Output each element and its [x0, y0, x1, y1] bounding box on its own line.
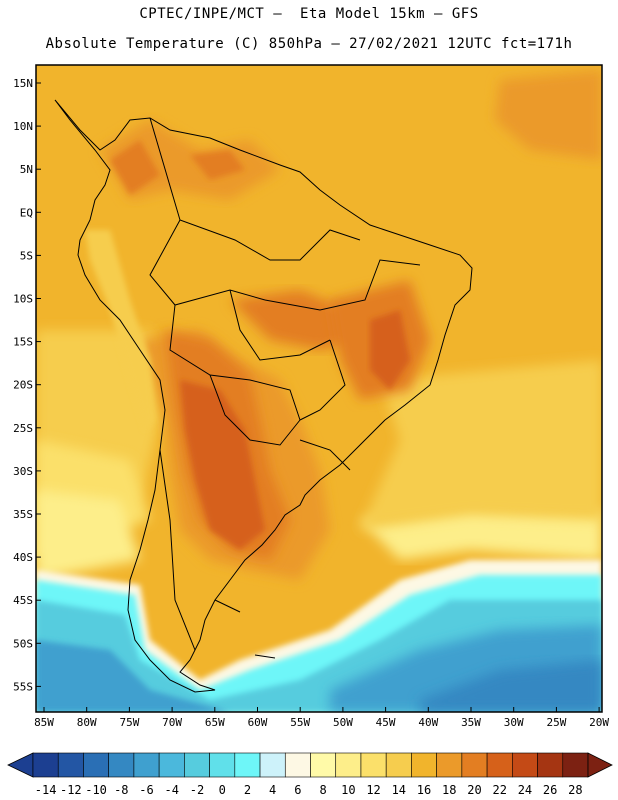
- lat-tick-label: 10N: [13, 120, 33, 133]
- colorbar-tick-label: 0: [219, 783, 226, 797]
- colorbar-tick-label: 28: [568, 783, 582, 797]
- colorbar-tick-label: 2: [244, 783, 251, 797]
- colorbar-swatch: [209, 752, 236, 778]
- lon-tick-label: 75W: [119, 716, 139, 729]
- map-frame: [35, 64, 603, 713]
- lat-tick-label: EQ: [20, 206, 33, 219]
- lon-tick-label: 20W: [589, 716, 609, 729]
- lon-tick-label: 25W: [546, 716, 566, 729]
- colorbar-tick-label: 16: [417, 783, 431, 797]
- colorbar-tick-label: -12: [60, 783, 82, 797]
- colorbar-swatch: [360, 752, 387, 778]
- colorbar-swatch: [411, 752, 437, 778]
- lat-tick-label: 5S: [20, 249, 33, 262]
- lat-tick-label: 25S: [13, 422, 33, 435]
- colorbar-right-arrow: [587, 752, 613, 778]
- lat-tick-label: 50S: [13, 637, 33, 650]
- colorbar-tick-label: 22: [492, 783, 506, 797]
- colorbar-swatch: [436, 752, 463, 778]
- lat-tick-label: 10S: [13, 293, 33, 306]
- colorbar-swatch: [284, 752, 311, 778]
- lat-tick-label: 15N: [13, 77, 33, 90]
- lon-tick-label: 60W: [248, 716, 268, 729]
- colorbar-swatch: [512, 752, 538, 778]
- coastlines: [54, 99, 473, 693]
- colorbar-swatch: [32, 752, 59, 778]
- colorbar-tick-label: -2: [190, 783, 204, 797]
- longitude-labels: 85W 80W 75W 70W 65W 60W 55W 50W 45W 40W 35W 30W 25W 2…: [34, 707, 609, 729]
- colorbar-swatch: [461, 752, 488, 778]
- lat-tick-label: 15S: [13, 336, 33, 349]
- lon-tick-label: 70W: [162, 716, 182, 729]
- colorbar-swatch: [184, 752, 210, 778]
- lat-tick-label: 45S: [13, 594, 33, 607]
- colorbar-swatch: [158, 752, 185, 778]
- lat-tick-label: 30S: [13, 465, 33, 478]
- temperature-map: 15N 10N 5N EQ 5S 10S 15S 20S 25S 30S 35S 40S 45S 50S 5…: [13, 64, 609, 729]
- lon-tick-label: 40W: [418, 716, 438, 729]
- colorbar-tick-label: -10: [85, 783, 107, 797]
- colorbar-tick-label: -4: [165, 783, 179, 797]
- lat-tick-label: 5N: [20, 163, 33, 176]
- lat-tick-label: 55S: [13, 680, 33, 693]
- colorbar-tick-label: 18: [442, 783, 456, 797]
- lat-tick-label: 20S: [13, 379, 33, 392]
- colorbar-swatch: [486, 752, 513, 778]
- map-title: CPTEC/INPE/MCT – Eta Model 15km – GFS: [139, 6, 479, 22]
- temperature-field: [36, 65, 602, 712]
- colorbar-tick-label: 12: [366, 783, 380, 797]
- colorbar-tick-label: -8: [114, 783, 128, 797]
- colorbar-swatch: [234, 752, 261, 778]
- colorbar-tick-label: -14: [35, 783, 57, 797]
- lat-tick-label: 40S: [13, 551, 33, 564]
- colorbar-swatch: [259, 752, 286, 778]
- latitude-labels: 15N 10N 5N EQ 5S 10S 15S 20S 25S 30S 35S 40S 45S 50S 5…: [13, 77, 41, 693]
- colorbar-swatch: [537, 752, 564, 778]
- lon-tick-label: 85W: [34, 716, 54, 729]
- colorbar-left-arrow: [7, 752, 34, 778]
- lon-tick-label: 30W: [504, 716, 524, 729]
- colorbar-swatch: [385, 752, 412, 778]
- colorbar-swatch: [310, 752, 337, 778]
- colorbar-tick-label: 4: [269, 783, 276, 797]
- map-subtitle: Absolute Temperature (C) 850hPa – 27/02/…: [45, 36, 573, 52]
- colorbar-tick-label: -6: [139, 783, 153, 797]
- colorbar: -14 -12 -10 -8 -6 -4 -2 0 2 4 6 8 10 12 14 16 18 20 22 24 26…: [7, 752, 613, 797]
- colorbar-tick-label: 14: [392, 783, 406, 797]
- colorbar-swatch: [562, 752, 589, 778]
- colorbar-swatch: [57, 752, 84, 778]
- lon-tick-label: 35W: [461, 716, 481, 729]
- lon-tick-label: 65W: [205, 716, 225, 729]
- colorbar-tick-label: 6: [294, 783, 301, 797]
- lon-tick-label: 55W: [290, 716, 310, 729]
- colorbar-swatch: [108, 752, 135, 778]
- colorbar-swatch: [133, 752, 160, 778]
- colorbar-swatch: [83, 752, 109, 778]
- colorbar-tick-label: 10: [341, 783, 355, 797]
- colorbar-tick-label: 8: [319, 783, 326, 797]
- lat-tick-label: 35S: [13, 508, 33, 521]
- lon-tick-label: 50W: [333, 716, 353, 729]
- colorbar-tick-label: 26: [543, 783, 557, 797]
- lon-tick-label: 80W: [77, 716, 97, 729]
- colorbar-swatch: [335, 752, 362, 778]
- lon-tick-label: 45W: [376, 716, 396, 729]
- colorbar-tick-label: 24: [518, 783, 532, 797]
- colorbar-tick-label: 20: [467, 783, 481, 797]
